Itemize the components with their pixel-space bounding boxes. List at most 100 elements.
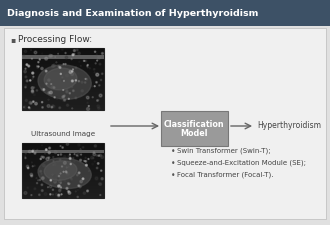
Circle shape xyxy=(67,191,69,192)
Circle shape xyxy=(56,62,57,63)
Bar xyxy=(22,53,104,54)
Circle shape xyxy=(92,97,93,98)
Bar xyxy=(22,57,104,58)
Circle shape xyxy=(38,62,39,63)
Bar xyxy=(22,178,104,179)
Circle shape xyxy=(27,167,29,169)
Bar xyxy=(22,194,104,195)
Ellipse shape xyxy=(44,68,77,90)
Bar xyxy=(22,185,104,186)
Circle shape xyxy=(29,101,32,104)
Circle shape xyxy=(98,155,99,156)
Bar xyxy=(22,50,104,51)
Circle shape xyxy=(25,85,27,86)
Text: Diagnosis and Examination of Hyperthyroidism: Diagnosis and Examination of Hyperthyroi… xyxy=(7,9,258,18)
Circle shape xyxy=(25,68,26,69)
FancyBboxPatch shape xyxy=(0,0,330,26)
Circle shape xyxy=(94,161,95,162)
Text: Swin Transformer (Swin-T);: Swin Transformer (Swin-T); xyxy=(177,148,271,154)
Circle shape xyxy=(75,67,77,69)
Circle shape xyxy=(25,76,27,78)
Circle shape xyxy=(61,194,62,195)
Circle shape xyxy=(52,194,53,195)
Bar xyxy=(22,191,104,192)
Circle shape xyxy=(100,79,102,81)
Bar xyxy=(22,86,104,87)
Circle shape xyxy=(68,191,70,192)
Circle shape xyxy=(51,106,52,108)
Circle shape xyxy=(46,83,47,84)
Bar xyxy=(22,163,104,164)
Circle shape xyxy=(69,196,70,198)
Circle shape xyxy=(42,72,44,75)
Circle shape xyxy=(48,157,50,158)
Circle shape xyxy=(40,170,42,172)
Circle shape xyxy=(63,171,64,172)
Circle shape xyxy=(52,189,53,190)
Circle shape xyxy=(54,163,56,166)
Bar xyxy=(22,66,104,67)
Circle shape xyxy=(25,99,27,101)
Circle shape xyxy=(77,153,80,155)
Circle shape xyxy=(98,107,100,109)
Circle shape xyxy=(96,82,97,83)
Bar xyxy=(22,156,104,157)
Bar xyxy=(22,49,104,50)
Circle shape xyxy=(71,80,73,82)
Circle shape xyxy=(58,180,61,183)
FancyBboxPatch shape xyxy=(22,48,104,110)
Bar xyxy=(22,190,104,191)
Bar xyxy=(22,174,104,175)
Bar xyxy=(22,106,104,107)
Circle shape xyxy=(87,65,88,66)
Bar xyxy=(22,59,104,60)
Circle shape xyxy=(58,185,60,187)
Circle shape xyxy=(97,163,99,164)
Bar xyxy=(22,152,104,153)
Bar xyxy=(22,170,104,171)
Circle shape xyxy=(92,163,93,165)
Bar xyxy=(22,91,104,92)
Circle shape xyxy=(93,158,94,159)
Circle shape xyxy=(53,87,55,88)
Circle shape xyxy=(77,174,78,176)
Bar xyxy=(22,186,104,187)
Circle shape xyxy=(72,108,73,109)
Bar xyxy=(22,169,104,170)
Circle shape xyxy=(30,80,31,81)
Circle shape xyxy=(27,187,28,189)
Circle shape xyxy=(76,155,77,156)
Circle shape xyxy=(42,107,43,108)
Circle shape xyxy=(34,188,36,190)
Circle shape xyxy=(53,175,56,177)
Circle shape xyxy=(93,153,96,156)
Bar xyxy=(22,89,104,90)
Bar xyxy=(22,96,104,97)
Bar xyxy=(22,151,104,152)
Bar xyxy=(22,168,104,169)
Bar xyxy=(22,171,104,172)
Circle shape xyxy=(101,170,102,171)
Circle shape xyxy=(46,158,47,159)
Bar xyxy=(22,73,104,74)
Circle shape xyxy=(66,172,67,173)
Circle shape xyxy=(38,180,39,181)
Circle shape xyxy=(71,73,74,76)
Text: Squeeze-and-Excitation Module (SE);: Squeeze-and-Excitation Module (SE); xyxy=(177,160,306,166)
Circle shape xyxy=(94,72,95,73)
Circle shape xyxy=(43,156,44,158)
Circle shape xyxy=(66,187,68,189)
Circle shape xyxy=(43,181,44,182)
Circle shape xyxy=(66,91,68,93)
Circle shape xyxy=(66,90,68,92)
Bar xyxy=(22,101,104,102)
Circle shape xyxy=(60,73,61,74)
Circle shape xyxy=(75,80,77,81)
Circle shape xyxy=(83,60,84,61)
Circle shape xyxy=(34,152,36,154)
Circle shape xyxy=(30,173,33,176)
Circle shape xyxy=(41,88,44,90)
Circle shape xyxy=(52,105,55,108)
Circle shape xyxy=(29,108,30,109)
Bar xyxy=(22,103,104,104)
